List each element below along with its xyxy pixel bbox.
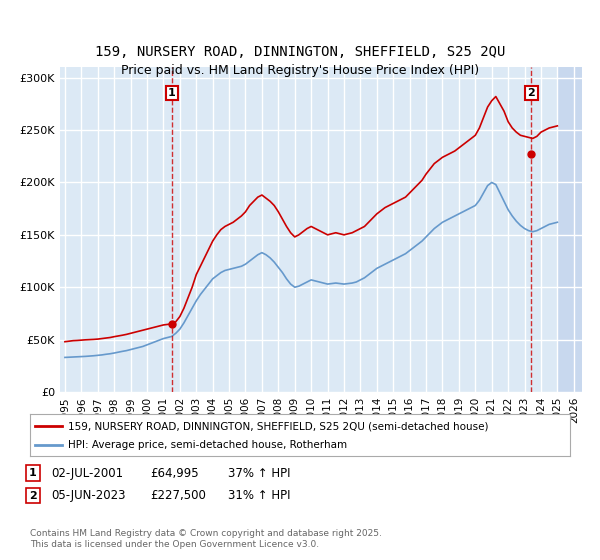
Text: 05-JUN-2023: 05-JUN-2023 (51, 489, 125, 502)
Text: 02-JUL-2001: 02-JUL-2001 (51, 466, 123, 480)
Text: 2: 2 (29, 491, 37, 501)
Text: £227,500: £227,500 (150, 489, 206, 502)
Text: 2: 2 (527, 88, 535, 98)
Text: 37% ↑ HPI: 37% ↑ HPI (228, 466, 290, 480)
Text: 31% ↑ HPI: 31% ↑ HPI (228, 489, 290, 502)
Text: HPI: Average price, semi-detached house, Rotherham: HPI: Average price, semi-detached house,… (68, 440, 347, 450)
Text: 1: 1 (29, 468, 37, 478)
Text: £64,995: £64,995 (150, 466, 199, 480)
Text: 1: 1 (168, 88, 175, 98)
Text: 159, NURSERY ROAD, DINNINGTON, SHEFFIELD, S25 2QU: 159, NURSERY ROAD, DINNINGTON, SHEFFIELD… (95, 45, 505, 59)
Text: 159, NURSERY ROAD, DINNINGTON, SHEFFIELD, S25 2QU (semi-detached house): 159, NURSERY ROAD, DINNINGTON, SHEFFIELD… (68, 421, 488, 431)
Bar (557, 67, 582, 392)
Text: Price paid vs. HM Land Registry's House Price Index (HPI): Price paid vs. HM Land Registry's House … (121, 64, 479, 77)
Text: Contains HM Land Registry data © Crown copyright and database right 2025.
This d: Contains HM Land Registry data © Crown c… (30, 529, 382, 549)
